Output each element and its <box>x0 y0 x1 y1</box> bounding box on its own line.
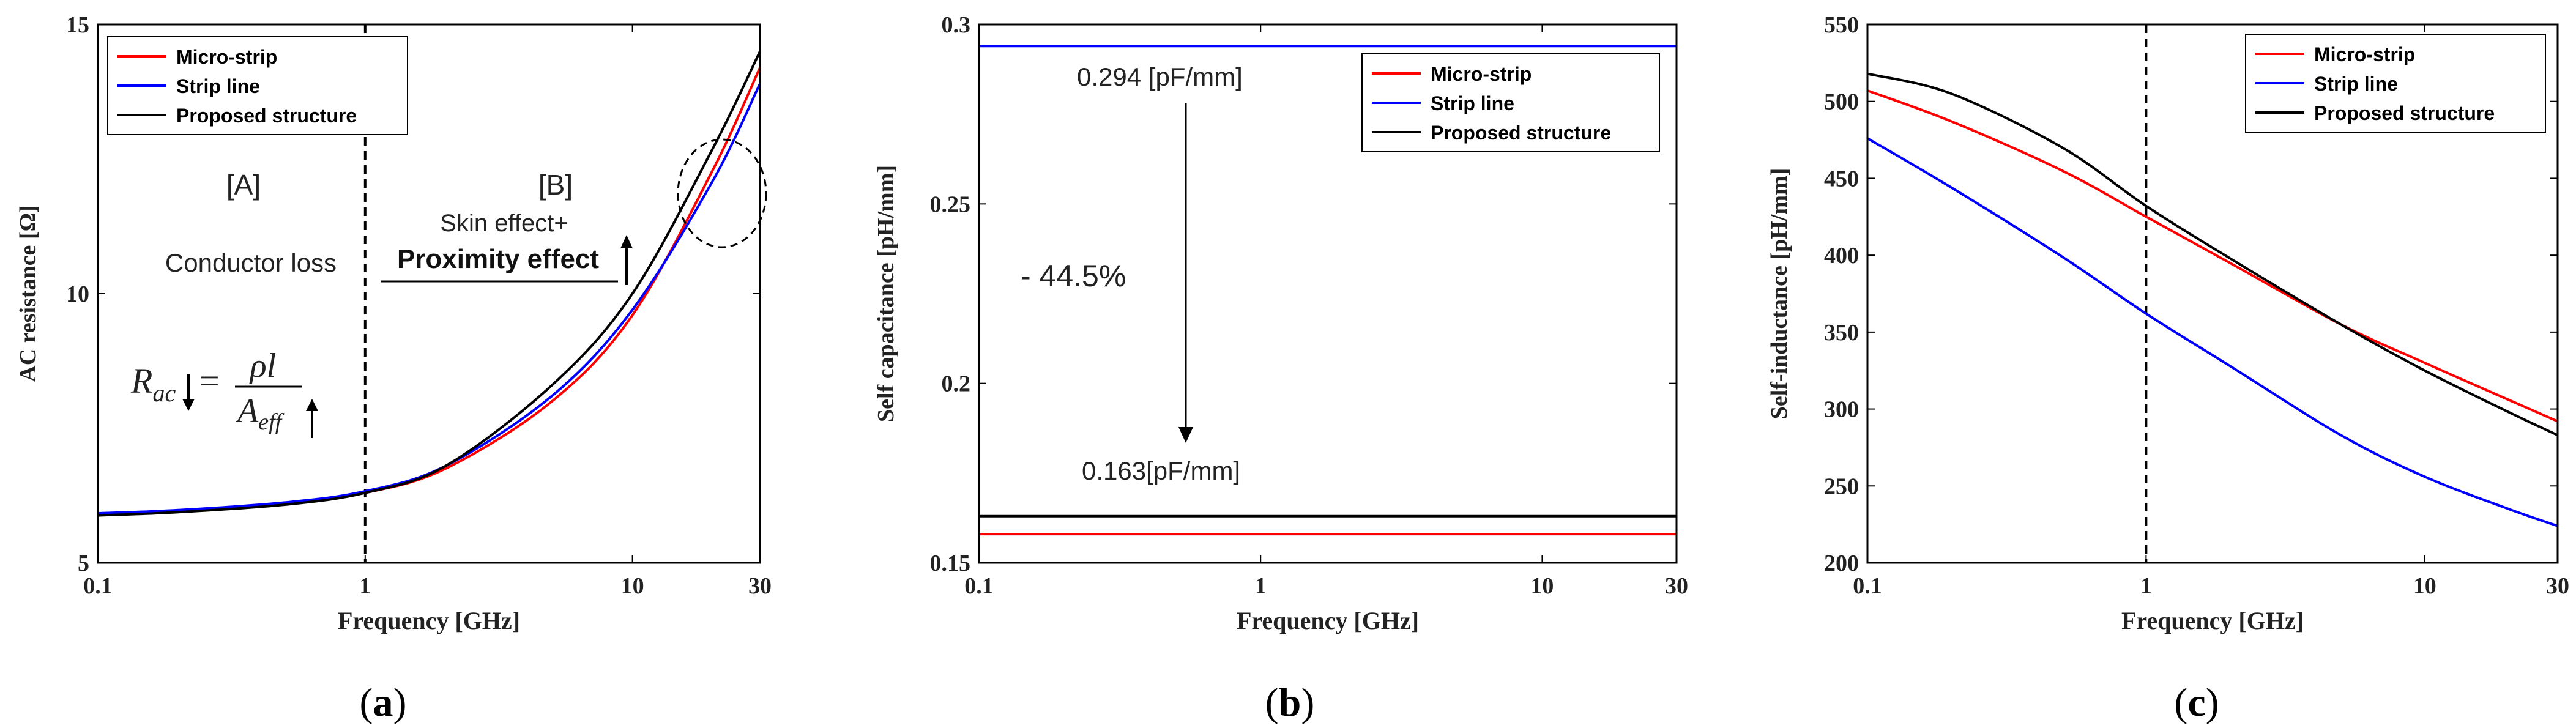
x-tick-label: 1 <box>1255 573 1267 599</box>
y-axis-title: Self capacitance [pH/mm] <box>873 165 899 422</box>
resistance-formula: Rac = ρl Aeff <box>130 347 318 438</box>
x-tick-label: 0.1 <box>1853 573 1882 599</box>
legend: Micro-strip Strip line Proposed structure <box>2245 34 2546 133</box>
series-line-proposed-structure <box>97 51 761 517</box>
percent-change-label: - 44.5% <box>1021 259 1126 293</box>
y-tick-label: 200 <box>1824 551 1859 576</box>
x-tick-label: 1 <box>359 573 371 599</box>
y-tick-label: 300 <box>1824 397 1859 423</box>
panel-label: (c) <box>2174 680 2219 725</box>
x-tick-label: 10 <box>621 573 644 599</box>
y-tick-label: 0.3 <box>942 12 971 38</box>
x-tick-label: 0.1 <box>964 573 994 599</box>
x-tick-label: 10 <box>2413 573 2436 599</box>
y-tick-label: 400 <box>1824 243 1859 269</box>
series-line-micro-strip <box>1867 89 2558 423</box>
x-axis-title: Frequency [GHz] <box>2121 607 2304 634</box>
y-tick-label: 550 <box>1824 12 1859 38</box>
panel-a-annotations: [A] [B] Conductor loss Skin effect+ Proximit… <box>130 138 767 438</box>
top-value-label: 0.294 [pF/mm] <box>1077 62 1243 91</box>
conductor-loss-label: Conductor loss <box>165 248 337 277</box>
arrow-head <box>306 399 318 411</box>
proximity-effect-label: Proximity effect <box>397 244 599 274</box>
y-tick-label: 350 <box>1824 320 1859 346</box>
x-tick-label: 30 <box>1665 573 1688 599</box>
legend: Micro-strip Strip line Proposed structure <box>107 36 408 135</box>
bottom-value-label: 0.163[pF/mm] <box>1082 456 1240 485</box>
legend-label: Strip line <box>1431 92 1514 114</box>
legend-label: Strip line <box>2314 73 2398 95</box>
x-tick-label: 1 <box>2140 573 2152 599</box>
y-tick-label: 0.15 <box>930 551 971 576</box>
arrow-head <box>620 235 633 248</box>
y-axis-title: Self-inductance [pH/mm] <box>1766 168 1792 420</box>
panel-label: (a) <box>360 680 407 725</box>
plot-frame <box>97 23 761 564</box>
legend: Micro-strip Strip line Proposed structure <box>1361 53 1660 152</box>
legend-label: Strip line <box>176 75 260 97</box>
x-tick-label: 0.1 <box>83 573 113 599</box>
region-a-label: [A] <box>226 169 261 201</box>
series-line-strip-line <box>97 83 761 514</box>
formula-denominator: Aeff <box>235 392 285 435</box>
panel-b-annotations: 0.294 [pF/mm] - 44.5% 0.163[pF/mm] <box>1021 62 1243 485</box>
formula-rac: Rac <box>130 361 176 407</box>
arrow-head <box>1178 427 1193 443</box>
y-tick-label: 500 <box>1824 89 1859 115</box>
plot-frame <box>1866 23 2559 564</box>
legend-label: Micro-strip <box>1431 63 1532 85</box>
y-tick-label: 0.2 <box>942 371 971 397</box>
series-line-strip-line <box>1866 137 2558 527</box>
highlight-ellipse <box>677 138 767 248</box>
legend-label: Micro-strip <box>2314 43 2415 65</box>
series-line-proposed-structure <box>1867 72 2558 437</box>
formula-equals: = <box>199 361 220 401</box>
chart-panel-2: 0.1 1 10 30 0.15 0.2 0.25 0.3 Frequency [GHz] Sel… <box>873 12 1688 725</box>
plot-frame <box>978 23 1678 564</box>
legend-label: Proposed structure <box>176 105 357 127</box>
skin-effect-label: Skin effect+ <box>440 210 568 237</box>
y-tick-label: 10 <box>66 281 89 307</box>
y-tick-label: 0.25 <box>930 191 971 217</box>
x-tick-label: 10 <box>1530 573 1554 599</box>
arrow-head <box>182 399 195 411</box>
x-axis-title: Frequency [GHz] <box>1237 607 1419 634</box>
y-tick-label: 15 <box>66 12 89 38</box>
region-b-label: [B] <box>538 169 573 201</box>
y-tick-label: 5 <box>78 551 89 576</box>
chart-panel-3: 0.1 1 10 30 200 250 300 350 400 450 500 550 Frequenc… <box>1766 12 2569 725</box>
x-tick-label: 30 <box>748 573 772 599</box>
chart-panel-1: 0.1 1 10 30 5 10 15 Frequency [GHz] AC resistanc… <box>15 12 772 725</box>
formula-numerator: ρl <box>249 347 276 385</box>
y-tick-label: 450 <box>1824 166 1859 191</box>
panel-label: (b) <box>1265 680 1315 725</box>
legend-box <box>107 36 408 135</box>
legend-label: Proposed structure <box>2314 102 2495 124</box>
x-axis-title: Frequency [GHz] <box>338 607 520 634</box>
legend-label: Micro-strip <box>176 46 277 68</box>
x-tick-label: 30 <box>2546 573 2569 599</box>
y-tick-label: 250 <box>1824 474 1859 499</box>
legend-label: Proposed structure <box>1431 122 1611 144</box>
y-axis-title: AC resistance [Ω] <box>15 205 41 382</box>
